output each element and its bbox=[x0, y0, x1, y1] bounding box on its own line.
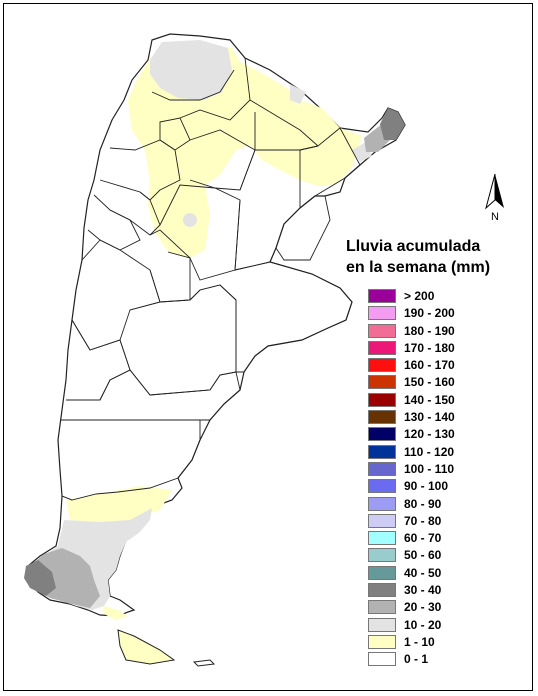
zone-1-10-santa-cruz-south bbox=[104, 606, 128, 620]
legend-swatch bbox=[368, 306, 396, 321]
legend-label: 90 - 100 bbox=[404, 479, 449, 494]
legend-swatch bbox=[368, 289, 396, 303]
border-catamarca bbox=[109, 139, 181, 201]
legend-swatch bbox=[368, 548, 396, 563]
legend-label: 130 - 140 bbox=[404, 410, 455, 425]
isla-estados bbox=[192, 659, 216, 667]
legend-label: 20 - 30 bbox=[404, 600, 442, 615]
legend-label: 60 - 70 bbox=[404, 531, 442, 546]
legend-title-line1: Lluvia acumulada bbox=[346, 238, 481, 255]
legend-label: 80 - 90 bbox=[404, 496, 442, 511]
legend-label: 70 - 80 bbox=[404, 513, 442, 528]
legend-swatch bbox=[368, 340, 396, 355]
legend-swatch bbox=[368, 652, 396, 667]
legend-label: 0 - 1 bbox=[404, 652, 429, 667]
legend-title: Lluvia acumulada en la semana (mm) bbox=[346, 236, 526, 278]
border-formosa-chaco bbox=[249, 99, 319, 147]
zone-10-20-northwest bbox=[150, 40, 232, 100]
legend-label: > 200 bbox=[404, 289, 435, 303]
legend-swatch bbox=[368, 565, 396, 580]
legend-label: 190 - 200 bbox=[404, 306, 455, 321]
zone-10-20-spot bbox=[183, 213, 197, 227]
legend-swatch bbox=[368, 427, 396, 442]
province-borders bbox=[60, 57, 361, 501]
legend-swatch bbox=[368, 358, 396, 373]
legend-swatch bbox=[368, 617, 396, 632]
legend-swatch bbox=[368, 323, 396, 338]
legend-label: 160 - 170 bbox=[404, 358, 455, 373]
tierra-del-fuego bbox=[117, 629, 176, 665]
legend-swatch bbox=[368, 513, 396, 528]
legend-label: 10 - 20 bbox=[404, 617, 442, 632]
legend-swatch bbox=[368, 531, 396, 546]
legend-label: 30 - 40 bbox=[404, 583, 442, 598]
legend-label: 140 - 150 bbox=[404, 392, 455, 407]
legend-label: 120 - 130 bbox=[404, 427, 455, 442]
legend-swatch bbox=[368, 583, 396, 598]
rain-zones bbox=[24, 40, 405, 667]
border-rio-negro bbox=[60, 369, 241, 421]
border-santa-cruz bbox=[61, 495, 73, 501]
zone-30-40-patagonia bbox=[24, 560, 56, 596]
legend-label: 170 - 180 bbox=[404, 340, 455, 355]
legend-swatch bbox=[368, 496, 396, 511]
border-tucuman bbox=[159, 117, 191, 151]
legend-label: 1 - 10 bbox=[404, 634, 435, 649]
legend-label: 180 - 190 bbox=[404, 323, 455, 338]
legend-label: 110 - 120 bbox=[404, 444, 455, 459]
legend-swatch bbox=[368, 392, 396, 407]
legend-label: 150 - 160 bbox=[404, 375, 455, 390]
border-salta-formosa bbox=[179, 57, 251, 121]
legend-swatch bbox=[368, 444, 396, 459]
border-chubut bbox=[60, 419, 201, 501]
border-entre-rios bbox=[275, 195, 331, 261]
north-arrow-icon: N bbox=[485, 173, 504, 223]
legend-label: 40 - 50 bbox=[404, 565, 442, 580]
zone-1-10-northeast bbox=[290, 100, 362, 186]
north-arrow: N bbox=[482, 172, 508, 223]
legend-swatch bbox=[368, 410, 396, 425]
legend-swatch bbox=[368, 375, 396, 390]
legend-swatch bbox=[368, 600, 396, 615]
legend-swatch bbox=[368, 634, 396, 649]
zone-10-20-east bbox=[290, 84, 306, 104]
map-frame bbox=[3, 3, 533, 691]
legend-title-line2: en la semana (mm) bbox=[346, 259, 491, 276]
legend-label: 50 - 60 bbox=[404, 548, 442, 563]
legend-swatch bbox=[368, 479, 396, 494]
border-jujuy-salta bbox=[151, 69, 235, 101]
legend-label: 100 - 110 bbox=[404, 461, 455, 476]
legend-swatch bbox=[368, 461, 396, 476]
north-label: N bbox=[491, 211, 499, 222]
zone-30-40-misiones bbox=[380, 108, 405, 140]
